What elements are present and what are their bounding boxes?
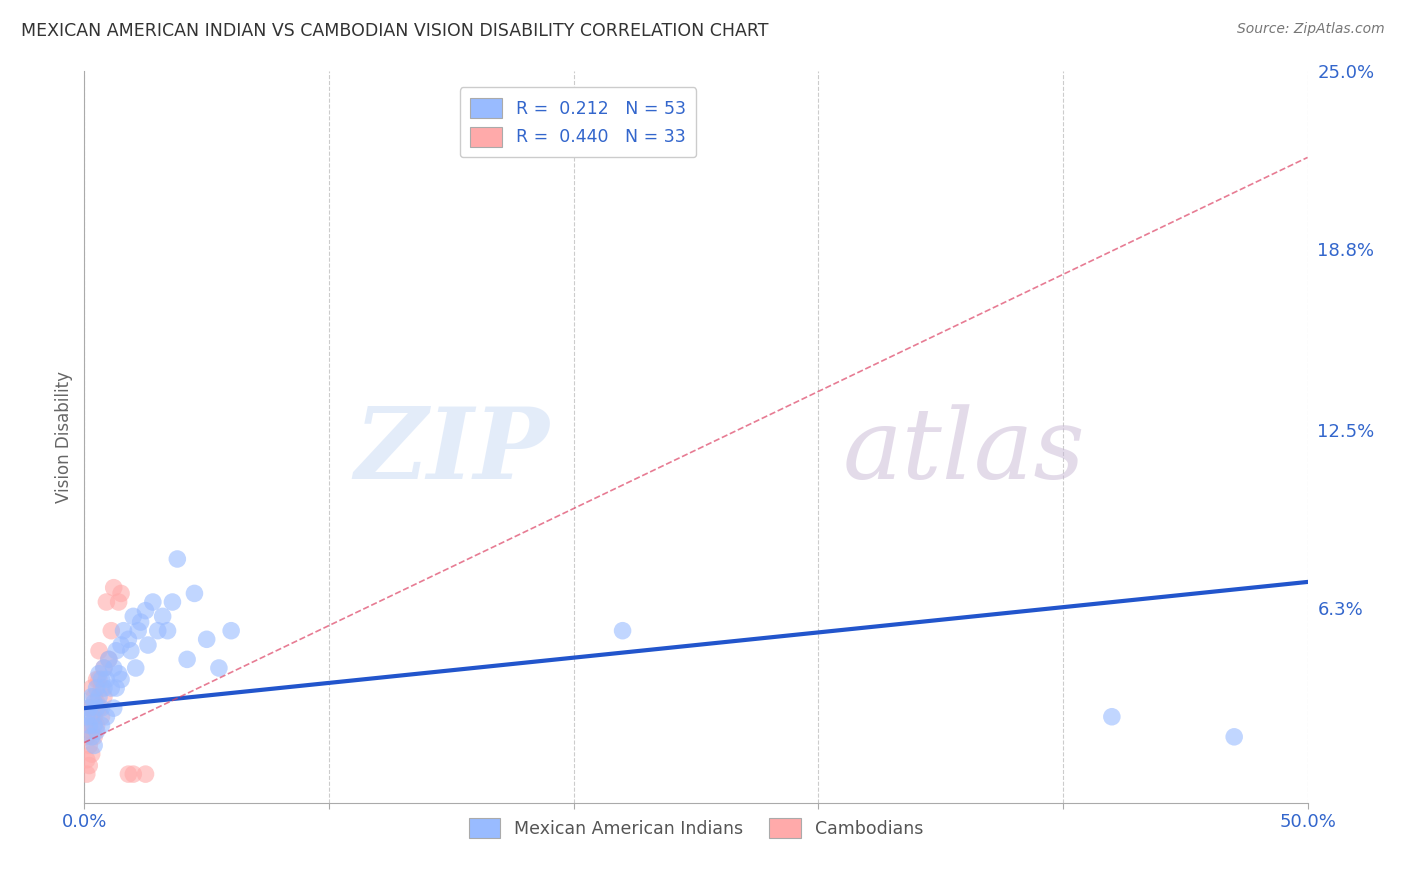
Point [80, 701, 103, 715]
Point [96, 710, 118, 724]
Point [83, 730, 105, 744]
Point [87, 701, 110, 715]
Point [107, 595, 129, 609]
Point [86, 724, 108, 739]
Text: MEXICAN AMERICAN INDIAN VS CAMBODIAN VISION DISABILITY CORRELATION CHART: MEXICAN AMERICAN INDIAN VS CAMBODIAN VIS… [21, 22, 769, 40]
Point [142, 595, 165, 609]
Point [97, 652, 120, 666]
Point [83, 710, 105, 724]
Point [156, 624, 179, 638]
Point [135, 604, 157, 618]
Point [83, 690, 105, 704]
Point [87, 690, 110, 704]
Point [208, 661, 231, 675]
Point [162, 595, 184, 609]
Point [90, 718, 112, 732]
Point [100, 681, 122, 695]
Point [90, 681, 112, 695]
Point [76, 730, 98, 744]
Point [135, 767, 157, 781]
Point [105, 681, 128, 695]
Point [105, 644, 128, 658]
Point [80, 747, 103, 761]
Point [117, 767, 139, 781]
Point [87, 673, 110, 687]
Point [110, 586, 132, 600]
Text: Source: ZipAtlas.com: Source: ZipAtlas.com [1237, 22, 1385, 37]
Point [122, 767, 145, 781]
Legend: Mexican American Indians, Cambodians: Mexican American Indians, Cambodians [463, 812, 929, 846]
Point [103, 661, 125, 675]
Point [80, 681, 103, 695]
Point [97, 652, 120, 666]
Point [76, 710, 98, 724]
Point [127, 624, 149, 638]
Point [120, 644, 142, 658]
Point [87, 666, 110, 681]
Point [77, 718, 100, 732]
Point [77, 718, 100, 732]
Point [80, 690, 103, 704]
Point [90, 673, 112, 687]
Point [90, 710, 112, 724]
Point [86, 673, 108, 687]
Point [110, 673, 132, 687]
Text: atlas: atlas [842, 404, 1085, 500]
Point [96, 595, 118, 609]
Point [80, 730, 103, 744]
Point [195, 632, 218, 647]
Point [93, 661, 115, 675]
Point [146, 624, 169, 638]
Point [93, 681, 115, 695]
Point [83, 695, 105, 709]
Point [166, 552, 188, 566]
Point [87, 644, 110, 658]
Point [93, 661, 115, 675]
Point [86, 701, 108, 715]
Text: ZIP: ZIP [354, 403, 550, 500]
Point [76, 767, 98, 781]
Point [122, 609, 145, 624]
Point [76, 753, 98, 767]
Point [103, 581, 125, 595]
Point [86, 695, 108, 709]
Point [80, 724, 103, 739]
Point [77, 758, 100, 772]
Point [86, 718, 108, 732]
Point [112, 624, 135, 638]
Point [219, 624, 242, 638]
Point [1223, 730, 1246, 744]
Point [86, 681, 108, 695]
Point [129, 615, 152, 629]
Point [90, 701, 112, 715]
Point [96, 673, 118, 687]
Point [183, 586, 205, 600]
Point [107, 666, 129, 681]
Point [612, 624, 634, 638]
Point [93, 690, 115, 704]
Point [103, 701, 125, 715]
Point [77, 739, 100, 753]
Point [136, 638, 159, 652]
Point [176, 652, 198, 666]
Point [77, 701, 100, 715]
Point [110, 638, 132, 652]
Point [83, 739, 105, 753]
Point [125, 661, 148, 675]
Point [152, 609, 174, 624]
Point [80, 710, 103, 724]
Point [117, 632, 139, 647]
Point [1101, 710, 1123, 724]
Point [77, 701, 100, 715]
Point [100, 624, 122, 638]
Point [83, 718, 105, 732]
Y-axis label: Vision Disability: Vision Disability [55, 371, 73, 503]
